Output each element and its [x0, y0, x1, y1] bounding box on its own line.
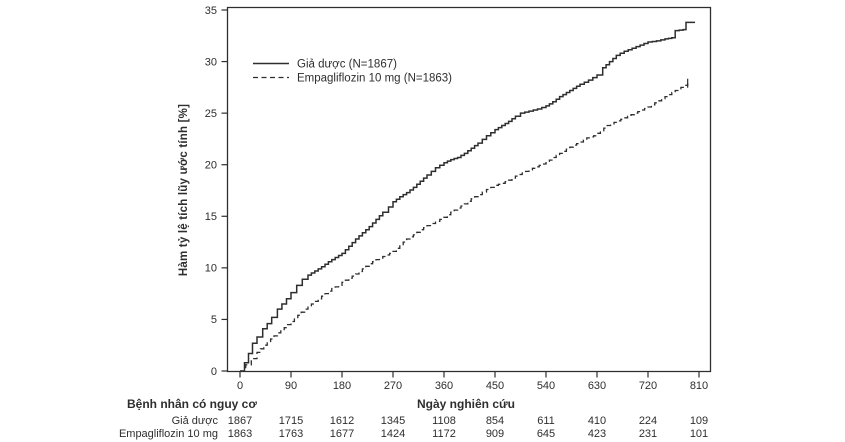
y-tick-label: 30 — [205, 56, 217, 68]
y-tick-label: 35 — [205, 5, 217, 17]
series-line-solid — [240, 21, 695, 372]
risk-count: 410 — [587, 415, 607, 427]
risk-row-label: Empagliflozin 10 mg — [118, 428, 218, 440]
y-tick-label: 5 — [211, 314, 217, 326]
x-tick-label: 630 — [588, 380, 606, 392]
risk-count: 1345 — [380, 415, 406, 427]
y-tick-label: 10 — [205, 263, 217, 275]
x-tick-label: 0 — [237, 380, 243, 392]
risk-count: 1172 — [432, 428, 456, 440]
x-tick-label: 360 — [435, 380, 453, 392]
x-tick-label: 810 — [690, 380, 708, 392]
x-axis-label: Ngày nghiên cứu — [416, 397, 516, 411]
risk-row-label: Giả dược — [171, 415, 218, 427]
y-tick-label: 25 — [205, 108, 217, 120]
y-tick-label: 20 — [205, 160, 217, 172]
risk-count: 109 — [689, 415, 709, 427]
series-line-dashed — [240, 83, 689, 372]
risk-count: 423 — [587, 428, 607, 440]
x-tick-label: 270 — [384, 380, 402, 392]
risk-count: 1863 — [227, 428, 253, 440]
legend-label: Empagliflozin 10 mg (N=1863) — [297, 73, 452, 85]
risk-count: 101 — [689, 428, 709, 440]
risk-count: 611 — [537, 415, 555, 427]
x-tick-label: 90 — [285, 380, 297, 392]
risk-count: 645 — [536, 428, 556, 440]
risk-count: 1677 — [329, 428, 355, 440]
x-tick-label: 180 — [333, 380, 351, 392]
risk-count: 1763 — [278, 428, 304, 440]
risk-count: 231 — [638, 428, 658, 440]
risk-count: 909 — [485, 428, 505, 440]
legend-label: Giả dược (N=1867) — [297, 59, 397, 71]
risk-count: 224 — [638, 415, 658, 427]
risk-count: 1715 — [278, 415, 304, 427]
risk-count: 1867 — [227, 415, 253, 427]
risk-count: 1612 — [329, 415, 355, 427]
risk-count: 854 — [485, 415, 505, 427]
y-tick-label: 15 — [205, 211, 217, 223]
x-tick-label: 720 — [639, 380, 657, 392]
risk-count: 1424 — [380, 428, 406, 440]
risk-count: 1108 — [432, 415, 456, 427]
y-tick-label: 0 — [211, 366, 217, 378]
x-tick-label: 540 — [537, 380, 555, 392]
risk-table-title: Bệnh nhân có nguy cơ — [127, 397, 257, 411]
x-tick-label: 450 — [486, 380, 504, 392]
plot-border — [226, 6, 712, 373]
